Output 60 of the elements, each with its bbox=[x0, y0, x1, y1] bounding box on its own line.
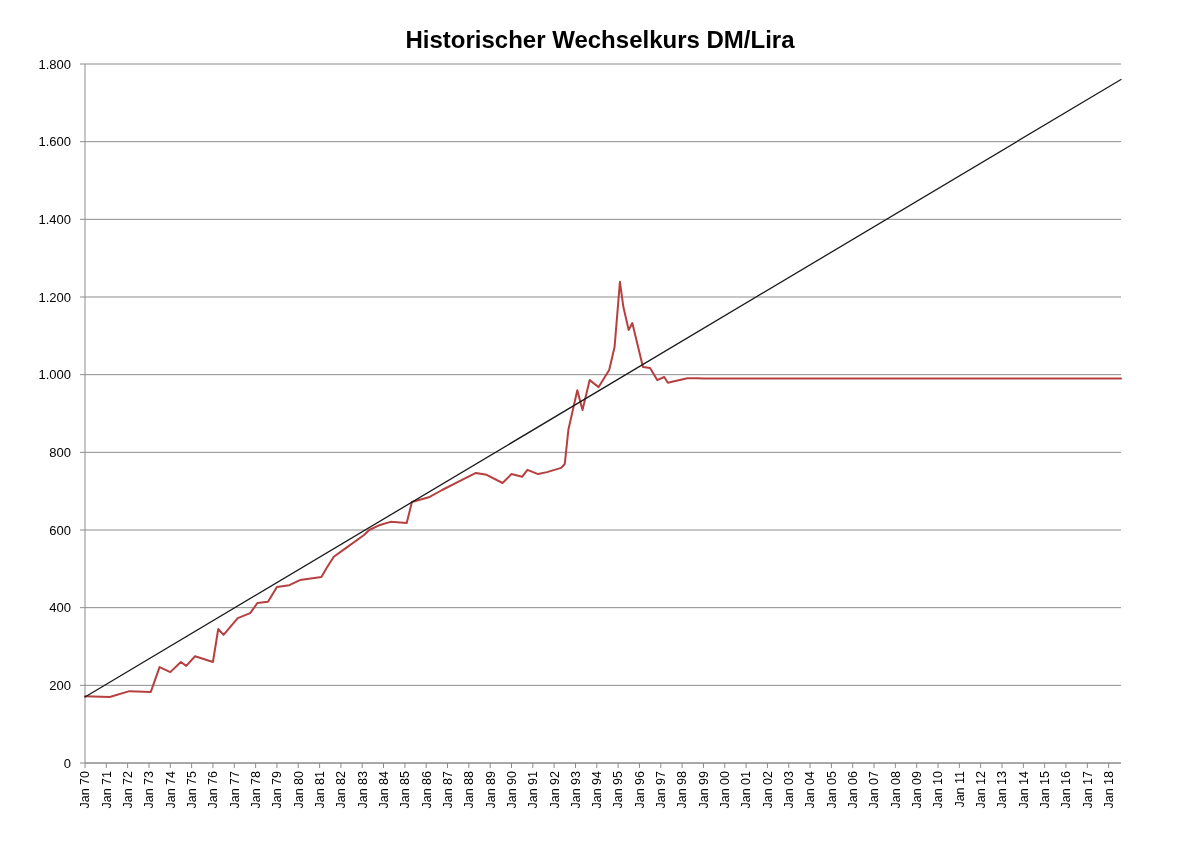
chart-title: Historischer Wechselkurs DM/Lira bbox=[405, 26, 796, 53]
x-tick-label: Jan 17 bbox=[1080, 770, 1095, 809]
x-tick-label: Jan 11 bbox=[952, 770, 967, 808]
x-tick-label: Jan 18 bbox=[1102, 770, 1116, 809]
x-tick-label: Jan 06 bbox=[846, 770, 861, 809]
x-tick-label: Jan 96 bbox=[632, 770, 647, 809]
x-tick-label: Jan 76 bbox=[206, 770, 221, 809]
x-tick-label: Jan 80 bbox=[291, 770, 306, 809]
x-tick-label: Jan 81 bbox=[312, 770, 327, 809]
x-tick-label: Jan 85 bbox=[398, 770, 413, 809]
x-tick-label: Jan 03 bbox=[782, 770, 797, 809]
x-tick-label: Jan 05 bbox=[824, 770, 839, 809]
x-tick-label: Jan 07 bbox=[867, 770, 882, 809]
x-tick-label: Jan 87 bbox=[440, 770, 455, 809]
x-tick-label: Jan 95 bbox=[611, 770, 626, 809]
x-tick-label: Jan 98 bbox=[675, 770, 690, 809]
x-tick-label: Jan 86 bbox=[419, 770, 434, 809]
y-tick-label: 200 bbox=[49, 677, 71, 693]
y-tick-label: 600 bbox=[49, 522, 71, 538]
x-tick-label: Jan 14 bbox=[1016, 770, 1031, 809]
x-tick-label: Jan 90 bbox=[504, 770, 519, 809]
x-tick-label: Jan 72 bbox=[121, 770, 135, 809]
x-tick-label: Jan 78 bbox=[248, 770, 263, 809]
x-tick-label: Jan 04 bbox=[803, 770, 818, 809]
x-tick-label: Jan 84 bbox=[376, 770, 391, 809]
x-tick-label: Jan 74 bbox=[163, 770, 178, 809]
x-tick-label: Jan 79 bbox=[270, 770, 285, 809]
y-tick-label: 1.400 bbox=[38, 211, 71, 227]
x-tick-label: Jan 02 bbox=[760, 770, 775, 809]
y-tick-label: 0 bbox=[63, 755, 71, 771]
x-tick-label: Jan 01 bbox=[739, 770, 754, 809]
x-tick-label: Jan 09 bbox=[910, 770, 925, 809]
y-tick-label: 1.000 bbox=[38, 367, 71, 383]
y-tick-label: 800 bbox=[49, 444, 71, 460]
x-tick-label: Jan 12 bbox=[974, 770, 989, 809]
x-tick-label: Jan 89 bbox=[483, 770, 498, 809]
x-tick-label: Jan 75 bbox=[184, 770, 199, 809]
x-tick-label: Jan 13 bbox=[995, 770, 1010, 809]
x-tick-label: Jan 73 bbox=[142, 770, 157, 809]
x-tick-label: Jan 00 bbox=[718, 770, 733, 809]
x-tick-label: Jan 94 bbox=[590, 770, 605, 809]
x-tick-label: Jan 91 bbox=[526, 770, 541, 809]
y-tick-label: 400 bbox=[49, 600, 71, 616]
x-tick-label: Jan 71 bbox=[99, 770, 114, 809]
x-tick-label: Jan 82 bbox=[334, 770, 349, 809]
x-tick-label: Jan 88 bbox=[462, 770, 477, 809]
y-tick-label: 1.800 bbox=[38, 56, 71, 72]
y-tick-label: 1.600 bbox=[38, 134, 71, 150]
x-tick-label: Jan 92 bbox=[547, 770, 562, 809]
x-tick-label: Jan 08 bbox=[888, 770, 903, 809]
x-tick-label: Jan 10 bbox=[931, 770, 946, 809]
x-tick-label: Jan 15 bbox=[1038, 770, 1053, 809]
y-tick-label: 1.200 bbox=[38, 289, 71, 305]
x-tick-label: Jan 77 bbox=[227, 770, 242, 809]
x-tick-label: Jan 97 bbox=[654, 770, 669, 809]
x-tick-label: Jan 16 bbox=[1059, 770, 1074, 809]
x-tick-label: Jan 99 bbox=[696, 770, 711, 809]
x-tick-label: Jan 70 bbox=[78, 770, 93, 809]
x-tick-label: Jan 83 bbox=[355, 770, 370, 809]
x-tick-label: Jan 93 bbox=[568, 770, 583, 809]
